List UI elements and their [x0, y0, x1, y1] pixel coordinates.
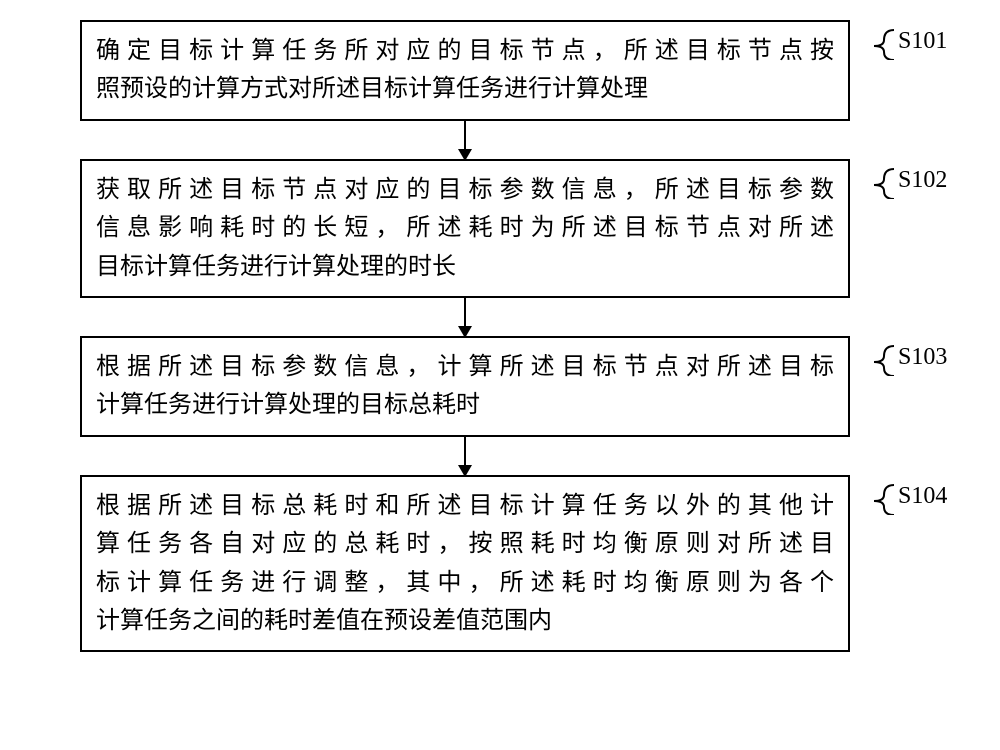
- step-label: S102: [872, 165, 896, 199]
- flow-step-box: 根据所述目标总耗时和所述目标计算任务以外的其他计算任务各自对应的总耗时，按照耗时…: [80, 475, 850, 653]
- flow-step-text-line: 照预设的计算方式对所述目标计算任务进行计算处理: [96, 70, 834, 108]
- flowchart-container: 确定目标计算任务所对应的目标节点，所述目标节点按照预设的计算方式对所述目标计算任…: [20, 20, 980, 652]
- flow-arrow: [20, 119, 980, 161]
- step-label-text: S101: [898, 28, 947, 55]
- step-label-text: S104: [898, 483, 947, 510]
- step-label-text: S103: [898, 344, 947, 371]
- flow-step-text-line: 计算任务进行计算处理的目标总耗时: [96, 386, 834, 424]
- flow-step-text-line: 信息影响耗时的长短，所述耗时为所述目标节点对所述: [96, 209, 834, 247]
- flow-step-row: 确定目标计算任务所对应的目标节点，所述目标节点按照预设的计算方式对所述目标计算任…: [20, 20, 980, 121]
- flow-arrow: [20, 435, 980, 477]
- flow-step-row: 根据所述目标总耗时和所述目标计算任务以外的其他计算任务各自对应的总耗时，按照耗时…: [20, 475, 980, 653]
- flow-step-box: 根据所述目标参数信息，计算所述目标节点对所述目标计算任务进行计算处理的目标总耗时: [80, 336, 850, 437]
- flow-arrow: [20, 296, 980, 338]
- flow-step-text-line: 计算任务之间的耗时差值在预设差值范围内: [96, 602, 834, 640]
- step-label: S103: [872, 342, 896, 376]
- step-label: S104: [872, 481, 896, 515]
- flow-step-text-line: 获取所述目标节点对应的目标参数信息，所述目标参数: [96, 171, 834, 209]
- flow-step-text-line: 目标计算任务进行计算处理的时长: [96, 248, 834, 286]
- flow-step-text-line: 算任务各自对应的总耗时，按照耗时均衡原则对所述目: [96, 525, 834, 563]
- flow-step-box: 确定目标计算任务所对应的目标节点，所述目标节点按照预设的计算方式对所述目标计算任…: [80, 20, 850, 121]
- step-label-text: S102: [898, 167, 947, 194]
- flow-step-text-line: 标计算任务进行调整，其中，所述耗时均衡原则为各个: [96, 564, 834, 602]
- step-label: S101: [872, 26, 896, 60]
- flow-step-text-line: 根据所述目标参数信息，计算所述目标节点对所述目标: [96, 348, 834, 386]
- flow-step-row: 获取所述目标节点对应的目标参数信息，所述目标参数信息影响耗时的长短，所述耗时为所…: [20, 159, 980, 298]
- flow-step-row: 根据所述目标参数信息，计算所述目标节点对所述目标计算任务进行计算处理的目标总耗时…: [20, 336, 980, 437]
- flow-step-text-line: 根据所述目标总耗时和所述目标计算任务以外的其他计: [96, 487, 834, 525]
- flow-step-text-line: 确定目标计算任务所对应的目标节点，所述目标节点按: [96, 32, 834, 70]
- flow-step-box: 获取所述目标节点对应的目标参数信息，所述目标参数信息影响耗时的长短，所述耗时为所…: [80, 159, 850, 298]
